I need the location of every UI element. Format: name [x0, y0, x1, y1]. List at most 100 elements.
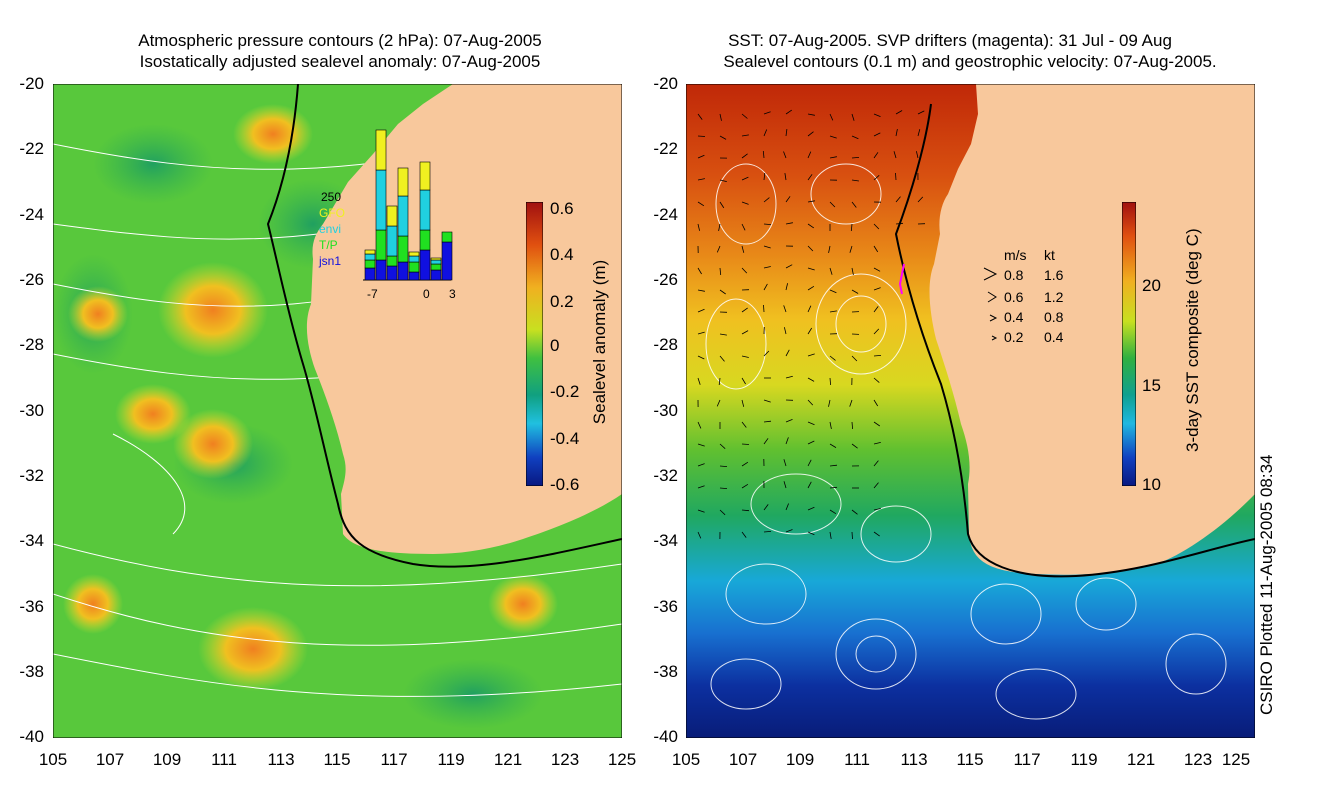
velocity-arrow	[873, 287, 881, 291]
velocity-arrow	[873, 399, 879, 407]
right-xtick: 111	[844, 750, 870, 769]
velocity-arrow	[807, 131, 814, 137]
velocity-arrow	[807, 113, 815, 116]
left-cb-tick-neg0.2: -0.2	[550, 382, 580, 401]
left-title-line2: Isostatically adjusted sealevel anomaly:…	[139, 52, 541, 71]
velocity-arrow	[807, 506, 815, 511]
left-xtick: 123	[550, 750, 580, 769]
velocity-arrow	[785, 375, 793, 379]
velocity-arrow	[697, 308, 705, 313]
key-ms-0.8: 0.8	[1004, 267, 1024, 283]
velocity-arrow	[785, 109, 793, 115]
velocity-arrow	[873, 152, 879, 159]
inset-bar-segment	[419, 189, 431, 231]
velocity-arrow	[873, 460, 879, 467]
velocity-arrow	[783, 459, 787, 467]
key-kt-0.4: 0.4	[1044, 329, 1064, 345]
velocity-arrow	[851, 267, 854, 275]
velocity-arrow	[741, 377, 746, 385]
inset-bar-segment	[441, 231, 453, 243]
inset-bar-segment	[375, 129, 387, 171]
velocity-arrow	[716, 245, 721, 253]
right-xtick: 115	[956, 750, 984, 769]
velocity-arrow	[785, 129, 788, 137]
left-xtick: 107	[95, 750, 125, 769]
right-ytick: -38	[653, 662, 678, 681]
sst-eddies	[705, 163, 1227, 720]
velocity-arrow	[893, 151, 897, 159]
velocity-arrow	[784, 173, 787, 181]
velocity-arrow	[829, 201, 836, 208]
velocity-arrow	[741, 223, 746, 231]
velocity-arrow	[873, 377, 880, 383]
inset-bar-segment	[441, 241, 453, 281]
left-xtick: 121	[493, 750, 523, 769]
inset-bar-segment	[397, 167, 409, 197]
right-ytick: -32	[653, 466, 678, 485]
left-xtick: 109	[152, 750, 182, 769]
velocity-arrow	[829, 509, 837, 515]
velocity-arrow	[697, 331, 705, 335]
right-xtick: 113	[900, 750, 928, 769]
right-ytick: -20	[653, 74, 678, 93]
inset-bar-segment	[386, 225, 398, 257]
left-ytick: -36	[19, 597, 44, 616]
right-title-line2: Sealevel contours (0.1 m) and geostrophi…	[723, 52, 1217, 71]
velocity-arrow	[719, 443, 726, 449]
left-coastline	[266, 84, 622, 568]
inset-bar-segment	[364, 249, 376, 255]
velocity-arrow	[719, 113, 722, 121]
right-xtick: 107	[728, 750, 758, 769]
right-ytick: -22	[653, 139, 678, 158]
left-ytick: -30	[19, 401, 44, 420]
velocity-arrow	[849, 245, 853, 253]
left-cb-tick-0.6: 0.6	[550, 199, 574, 218]
right-ytick: -34	[653, 531, 678, 550]
velocity-arrow	[697, 135, 706, 137]
velocity-arrow	[719, 333, 727, 336]
inset-bar-segment	[364, 267, 376, 281]
velocity-arrow	[851, 443, 858, 449]
velocity-arrow	[741, 307, 748, 313]
velocity-arrow	[763, 283, 768, 291]
velocity-arrow	[785, 283, 788, 291]
velocity-arrow	[807, 459, 812, 467]
velocity-arrow	[697, 377, 701, 385]
velocity-arrow	[873, 421, 881, 427]
velocity-arrow	[851, 509, 858, 515]
velocity-arrow	[741, 153, 748, 159]
velocity-arrow	[763, 531, 772, 533]
velocity-arrow	[807, 481, 812, 489]
left-xtick: 111	[211, 750, 237, 769]
velocity-arrow	[719, 289, 726, 295]
velocity-arrow	[895, 110, 903, 115]
velocity-arrow	[850, 223, 853, 232]
velocity-arrow	[741, 443, 750, 445]
velocity-arrow	[873, 245, 879, 253]
left-ytick: -20	[19, 74, 44, 93]
inset-bar-segment	[397, 235, 409, 263]
velocity-arrow	[763, 304, 765, 313]
inset-legend-tp: T/P	[319, 238, 338, 252]
right-xtick: 117	[1013, 750, 1041, 769]
velocity-arrow	[807, 421, 815, 426]
velocity-arrow	[697, 201, 705, 207]
left-xtick: 117	[380, 750, 408, 769]
velocity-arrow	[697, 531, 702, 539]
left-xtick: 125	[607, 750, 637, 769]
inset-bar-segment	[375, 229, 387, 261]
velocity-arrow	[873, 175, 880, 181]
key-ms-0.6: 0.6	[1004, 289, 1024, 305]
left-ytick: -24	[19, 205, 44, 224]
inset-bar-segment	[430, 263, 442, 271]
right-coastline	[894, 103, 1255, 578]
right-cb-tick-20: 20	[1142, 276, 1161, 295]
velocity-arrow	[851, 201, 857, 208]
velocity-arrow	[697, 113, 703, 120]
left-xtick: 119	[437, 750, 465, 769]
velocity-arrow	[763, 438, 769, 445]
velocity-arrow	[895, 172, 897, 181]
velocity-arrow	[785, 503, 789, 511]
inset-bar-segment	[430, 269, 442, 281]
velocity-arrow	[851, 355, 858, 362]
